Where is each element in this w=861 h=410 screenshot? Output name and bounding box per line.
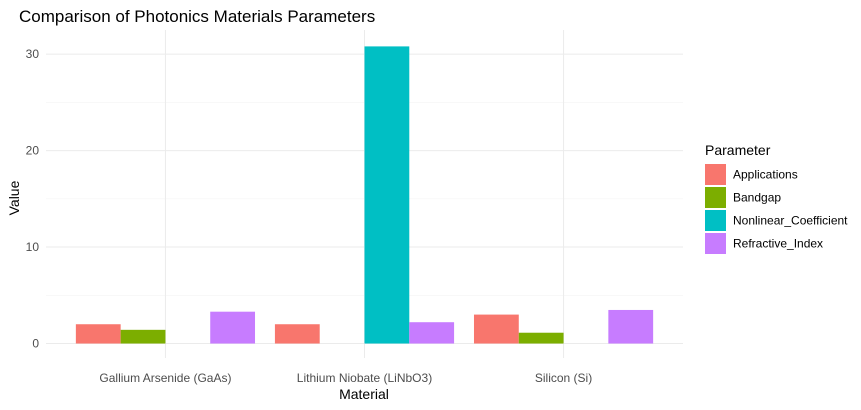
bar [518, 332, 564, 344]
legend-key [705, 187, 726, 208]
legend-label: Bandgap [733, 191, 781, 205]
bar [409, 322, 455, 344]
y-axis-ticks: 0 10 20 30 [26, 47, 40, 350]
y-tick-label: 20 [26, 144, 40, 158]
y-axis-title: Value [6, 180, 22, 215]
bar [473, 314, 519, 344]
bar [75, 324, 121, 344]
x-tick-label: Gallium Arsenide (GaAs) [99, 371, 231, 385]
bars [75, 46, 654, 344]
y-tick-label: 30 [26, 47, 40, 61]
chart-title: Comparison of Photonics Materials Parame… [19, 7, 375, 26]
x-tick-label: Lithium Niobate (LiNbO3) [297, 371, 432, 385]
y-tick-label: 10 [26, 240, 40, 254]
x-axis-title: Material [339, 386, 389, 402]
legend-title: Parameter [705, 142, 771, 158]
bar [120, 329, 166, 344]
legend-key [705, 233, 726, 254]
x-axis-ticks: Gallium Arsenide (GaAs) Lithium Niobate (… [99, 371, 592, 385]
bar [210, 311, 256, 344]
legend-label: Applications [733, 168, 798, 182]
legend-key [705, 210, 726, 231]
legend-label: Nonlinear_Coefficient [733, 214, 848, 228]
bar [364, 46, 410, 344]
legend: Parameter Applications Bandgap Nonlinear_C… [705, 142, 848, 254]
bar [608, 309, 654, 344]
legend-key [705, 164, 726, 185]
legend-label: Refractive_Index [733, 237, 823, 251]
x-tick-label: Silicon (Si) [535, 371, 592, 385]
bar [274, 324, 320, 344]
y-tick-label: 0 [32, 337, 39, 351]
